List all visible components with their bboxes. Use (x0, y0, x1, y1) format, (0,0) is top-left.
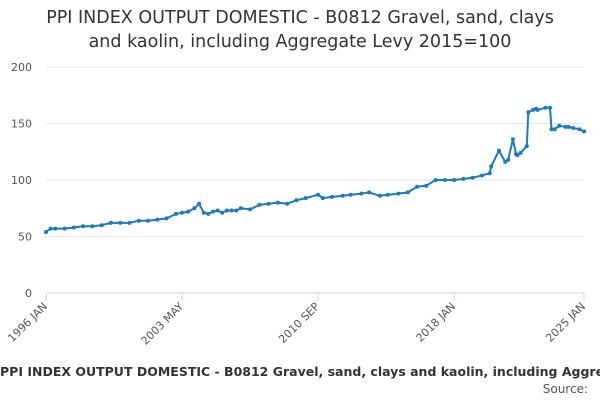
source-label: Source: (542, 382, 588, 396)
data-point[interactable] (285, 201, 290, 206)
data-point[interactable] (294, 198, 299, 203)
data-point[interactable] (452, 178, 457, 182)
data-point[interactable] (461, 176, 466, 181)
data-point[interactable] (497, 148, 501, 153)
data-point[interactable] (164, 216, 169, 221)
data-point[interactable] (405, 190, 410, 195)
data-point[interactable] (433, 178, 438, 182)
data-point[interactable] (531, 107, 535, 112)
data-point[interactable] (563, 124, 568, 129)
chart-title-line-1: PPI INDEX OUTPUT DOMESTIC - B0812 Gravel… (46, 8, 554, 28)
data-point[interactable] (470, 175, 475, 180)
data-point[interactable] (480, 173, 484, 178)
data-point[interactable] (266, 201, 271, 206)
data-point[interactable] (192, 206, 197, 211)
data-point[interactable] (385, 192, 390, 197)
data-point[interactable] (549, 127, 554, 132)
data-point[interactable] (62, 226, 67, 231)
data-point[interactable] (303, 196, 308, 201)
legend[interactable]: PPI INDEX OUTPUT DOMESTIC - B0812 Gravel… (0, 364, 600, 379)
data-point[interactable] (340, 193, 345, 198)
data-point[interactable] (489, 164, 494, 169)
series-line (45, 106, 585, 233)
data-point[interactable] (201, 210, 206, 215)
data-point[interactable] (506, 157, 511, 162)
data-point[interactable] (582, 129, 586, 134)
data-point[interactable] (238, 206, 243, 211)
data-point[interactable] (155, 217, 160, 222)
data-point[interactable] (557, 123, 562, 128)
data-point[interactable] (487, 171, 492, 176)
data-point[interactable] (146, 218, 150, 223)
data-point[interactable] (127, 220, 132, 225)
data-point[interactable] (53, 226, 58, 231)
y-axis-ticks: 0 50 100 150 200 (11, 61, 32, 300)
grid-lines (46, 66, 584, 237)
data-point[interactable] (526, 110, 531, 115)
data-point[interactable] (248, 207, 253, 212)
data-point[interactable] (552, 127, 557, 132)
y-tick-label: 0 (25, 287, 32, 300)
data-point[interactable] (44, 230, 48, 234)
data-point[interactable] (548, 105, 552, 110)
series-group (44, 105, 586, 234)
data-point[interactable] (503, 159, 508, 164)
y-tick-label: 150 (11, 118, 32, 131)
data-point[interactable] (234, 208, 239, 213)
x-tick-label: 1996 JAN (5, 300, 50, 345)
data-point[interactable] (48, 226, 53, 231)
data-point[interactable] (367, 190, 372, 195)
data-point[interactable] (566, 124, 571, 129)
chart-title-line-2: and kaolin, including Aggregate Levy 201… (88, 32, 512, 52)
x-axis-ticks: 1996 JAN 2003 MAY 2010 SEP 2018 JAN 2025 JAN (5, 293, 588, 348)
data-point[interactable] (577, 127, 582, 132)
data-point[interactable] (359, 191, 364, 196)
data-point[interactable] (90, 224, 95, 229)
data-point[interactable] (316, 192, 321, 197)
data-point[interactable] (229, 208, 234, 213)
data-point[interactable] (220, 210, 225, 215)
data-point[interactable] (206, 211, 211, 216)
data-point[interactable] (442, 178, 447, 182)
x-tick-label: 2010 SEP (276, 300, 322, 346)
legend-item[interactable]: PPI INDEX OUTPUT DOMESTIC - B0812 Gravel… (0, 364, 600, 379)
data-point[interactable] (186, 209, 191, 214)
x-tick-label: 2025 JAN (543, 300, 588, 345)
y-tick-label: 200 (11, 61, 32, 74)
y-tick-label: 50 (18, 231, 32, 244)
data-point[interactable] (571, 126, 576, 130)
data-point[interactable] (224, 208, 229, 213)
data-point[interactable] (99, 223, 104, 228)
data-point[interactable] (173, 211, 178, 216)
data-point[interactable] (136, 218, 141, 223)
data-point[interactable] (180, 210, 184, 215)
data-point[interactable] (81, 224, 86, 229)
data-point[interactable] (257, 202, 262, 207)
y-tick-label: 100 (11, 174, 32, 187)
data-point[interactable] (320, 196, 325, 201)
chart-title: PPI INDEX OUTPUT DOMESTIC - B0812 Gravel… (0, 6, 600, 54)
data-point[interactable] (211, 209, 215, 214)
data-point[interactable] (108, 220, 113, 225)
data-point[interactable] (415, 184, 419, 189)
data-point[interactable] (424, 183, 429, 188)
data-point[interactable] (71, 225, 76, 230)
data-point[interactable] (348, 192, 353, 197)
x-tick-label: 2018 JAN (414, 300, 459, 345)
data-point[interactable] (535, 107, 540, 112)
data-point[interactable] (118, 220, 123, 225)
data-point[interactable] (515, 153, 520, 158)
data-point[interactable] (377, 193, 382, 198)
data-point[interactable] (197, 201, 202, 206)
data-point[interactable] (330, 194, 334, 199)
data-point[interactable] (518, 150, 523, 155)
x-tick-label: 2003 MAY (139, 300, 187, 348)
data-point[interactable] (524, 144, 529, 149)
data-point[interactable] (510, 137, 515, 142)
data-point[interactable] (215, 208, 220, 213)
data-point[interactable] (543, 105, 548, 110)
data-point[interactable] (396, 191, 401, 196)
data-point[interactable] (275, 200, 280, 205)
